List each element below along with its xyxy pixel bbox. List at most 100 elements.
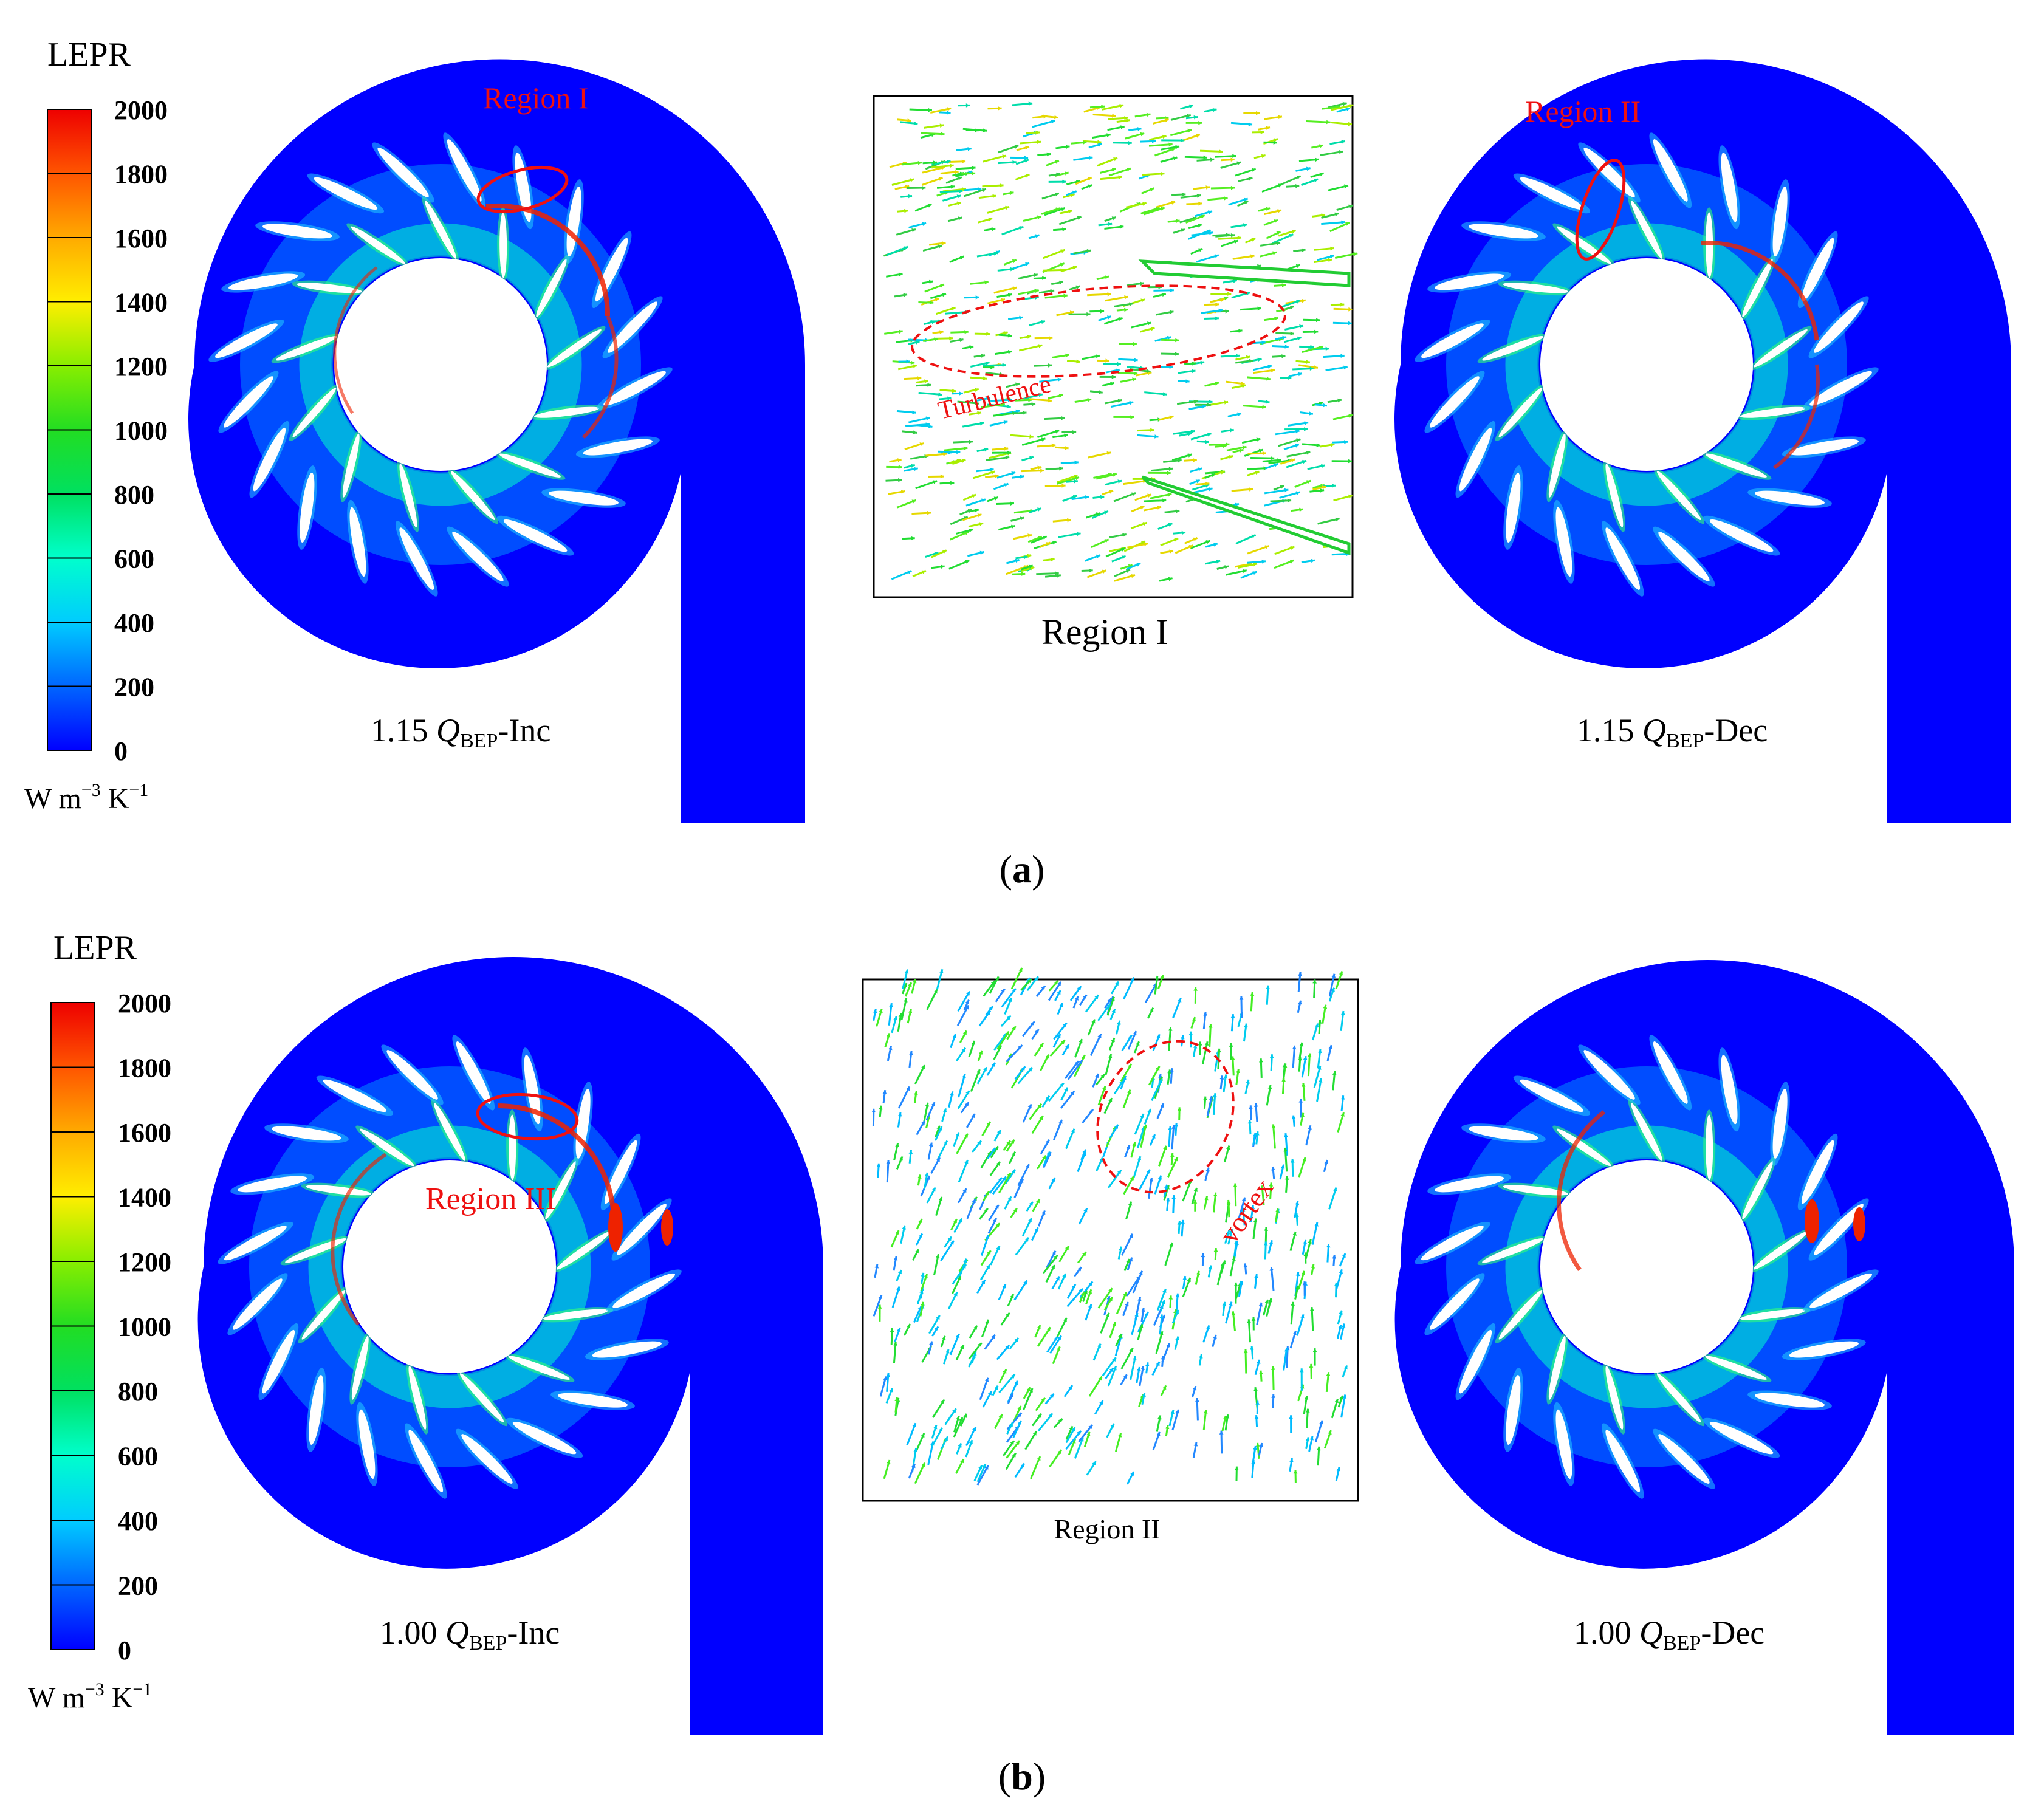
legend-tick-label: 0 xyxy=(114,736,128,766)
flow-vector-head xyxy=(1061,1040,1065,1044)
flow-vector-head xyxy=(1264,545,1269,549)
flow-vector-head xyxy=(1168,577,1173,581)
guide-vane xyxy=(617,1204,667,1255)
flow-vector-head xyxy=(1272,251,1277,255)
flow-vector-head xyxy=(1060,262,1065,267)
flow-vector-head xyxy=(991,1334,995,1339)
flow-vector xyxy=(949,1333,960,1356)
flow-vector xyxy=(1010,434,1034,438)
flow-vector xyxy=(1099,176,1122,180)
flow-vector-head xyxy=(1006,1312,1010,1317)
flow-vector-head xyxy=(1003,1369,1007,1374)
flow-vector-head xyxy=(1188,1031,1193,1035)
flow-vector xyxy=(1116,1292,1128,1314)
flow-vector-head xyxy=(1348,307,1353,312)
flow-vector-head xyxy=(1287,498,1292,503)
flow-vector-head xyxy=(1317,1020,1322,1024)
flow-vector-head xyxy=(947,107,952,111)
guide-vane xyxy=(1605,527,1641,590)
runner-blade xyxy=(1503,1185,1568,1196)
flow-vector-head xyxy=(1219,1430,1224,1435)
flow-vector-head xyxy=(893,1342,897,1346)
flow-vector-head xyxy=(1205,1325,1210,1330)
flow-vector-head xyxy=(934,337,938,341)
flow-vector-head xyxy=(898,272,903,277)
runner-blade xyxy=(1706,212,1713,278)
impeller-hub xyxy=(343,1160,556,1373)
flow-vector-head xyxy=(914,467,918,471)
flow-vector xyxy=(1058,532,1081,538)
flow-vector-head xyxy=(1251,238,1256,242)
flow-vector-head xyxy=(1271,1124,1276,1128)
flow-vector-head xyxy=(1204,1196,1209,1201)
flow-vector-head xyxy=(1249,358,1253,363)
flow-vector-head xyxy=(1284,1176,1289,1180)
flow-vector-head xyxy=(1274,463,1278,467)
flow-vector-head xyxy=(1296,176,1301,180)
flow-vector-head xyxy=(1187,114,1191,118)
flow-vector-head xyxy=(876,1163,881,1168)
flow-vector-head xyxy=(1145,1362,1150,1366)
flow-vector-head xyxy=(1041,320,1045,324)
flow-vector-head xyxy=(1164,1184,1168,1189)
flow-vector-head xyxy=(1278,183,1282,188)
flow-vector-head xyxy=(1233,1282,1238,1287)
flow-vector-head xyxy=(1117,1433,1122,1438)
flow-vector-head xyxy=(1147,321,1151,326)
flow-vector-head xyxy=(983,1067,987,1072)
flow-vector-head xyxy=(1169,1243,1173,1247)
flow-vector-head xyxy=(931,320,936,324)
guide-vane xyxy=(1709,1421,1774,1455)
flow-vector-head xyxy=(1202,404,1206,409)
flow-vector-head xyxy=(995,474,999,478)
flow-vector-head xyxy=(1198,201,1202,206)
flow-vector-head xyxy=(1300,1112,1305,1117)
flow-vector-head xyxy=(1046,1151,1051,1156)
flow-vector xyxy=(1137,1126,1145,1149)
flow-vector-head xyxy=(1328,1430,1332,1435)
flow-vector-head xyxy=(1281,354,1286,358)
flow-vector-head xyxy=(1048,363,1052,368)
flow-vector-head xyxy=(1027,979,1032,984)
flow-vector-head xyxy=(928,108,932,112)
flow-vector-head xyxy=(1156,1066,1160,1071)
flow-vector-head xyxy=(1133,371,1138,376)
flow-vector-head xyxy=(910,360,915,365)
condition-a-left: 1.15 QBEP-Inc xyxy=(371,712,550,752)
flow-vector-head xyxy=(1027,554,1032,558)
flow-vector-head xyxy=(1304,1396,1309,1400)
flow-vector-head xyxy=(1130,415,1134,419)
flow-vector-head xyxy=(983,376,987,381)
flow-vector-head xyxy=(1070,1091,1075,1095)
flow-vector-head xyxy=(1237,236,1241,240)
flow-vector-head xyxy=(907,118,911,123)
flow-vector-head xyxy=(1024,156,1029,160)
flow-vector-head xyxy=(1218,308,1223,313)
flow-vector-head xyxy=(903,983,907,988)
flow-vector xyxy=(1018,344,1043,352)
guide-vane xyxy=(524,1055,541,1125)
flow-vector-head xyxy=(1049,1394,1054,1398)
flow-vector xyxy=(915,480,938,490)
flow-vector-head xyxy=(1333,1187,1337,1192)
flow-vector-head xyxy=(1140,541,1145,545)
flow-vector-head xyxy=(1110,382,1114,386)
flow-vector-head xyxy=(1331,973,1336,978)
flow-vector-head xyxy=(1105,275,1109,279)
flow-vector-head xyxy=(1295,1201,1300,1205)
flow-vector-head xyxy=(1160,207,1165,211)
flow-vector-head xyxy=(902,1225,907,1230)
flow-vector-head xyxy=(1257,1359,1261,1364)
flow-vector-head xyxy=(1151,139,1156,143)
flow-vector-head xyxy=(1342,1253,1346,1258)
flow-vector xyxy=(1151,1078,1163,1101)
flow-vector-head xyxy=(995,1204,999,1209)
legend-tick-label: 1400 xyxy=(114,288,168,318)
flow-vector-head xyxy=(1124,307,1128,312)
flow-vector-head xyxy=(1263,1241,1268,1246)
flow-vector-head xyxy=(1248,122,1252,126)
flow-vector-head xyxy=(1064,1087,1068,1092)
flow-vector xyxy=(1218,236,1242,240)
flow-vector-head xyxy=(1290,546,1295,550)
flow-vector-head xyxy=(1187,1278,1191,1282)
